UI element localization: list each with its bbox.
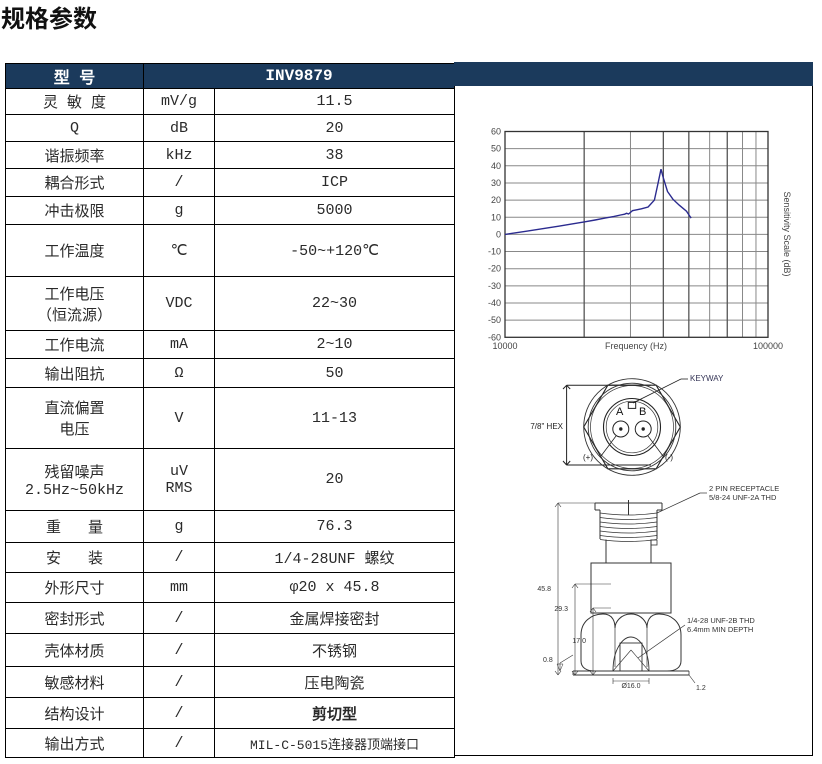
svg-text:6.4mm MIN DEPTH: 6.4mm MIN DEPTH <box>687 625 753 634</box>
svg-text:Frequency (Hz): Frequency (Hz) <box>605 341 667 351</box>
svg-text:2 PIN RECEPTACLE: 2 PIN RECEPTACLE <box>709 484 779 493</box>
svg-text:30: 30 <box>491 178 501 188</box>
svg-text:20: 20 <box>491 195 501 205</box>
svg-text:1/4-28 UNF-2B THD: 1/4-28 UNF-2B THD <box>687 616 755 625</box>
svg-text:29.3: 29.3 <box>554 606 568 613</box>
svg-text:B: B <box>639 406 646 418</box>
svg-text:45.8: 45.8 <box>537 586 551 593</box>
svg-text:-50: -50 <box>488 315 501 325</box>
svg-text:(-): (-) <box>665 453 673 462</box>
svg-text:40: 40 <box>491 161 501 171</box>
svg-text:A: A <box>616 406 624 418</box>
svg-text:10000: 10000 <box>492 341 517 351</box>
svg-text:-40: -40 <box>488 298 501 308</box>
svg-text:7/8" HEX: 7/8" HEX <box>530 422 563 431</box>
svg-text:KEYWAY: KEYWAY <box>690 374 724 383</box>
svg-text:100000: 100000 <box>753 341 783 351</box>
svg-text:Sensitivity Scale (dB): Sensitivity Scale (dB) <box>782 191 792 276</box>
svg-text:(+): (+) <box>583 453 593 462</box>
svg-text:10: 10 <box>491 212 501 222</box>
svg-text:60: 60 <box>491 127 501 137</box>
svg-text:-20: -20 <box>488 264 501 274</box>
svg-text:0.8: 0.8 <box>543 657 553 664</box>
svg-text:17.0: 17.0 <box>572 638 586 645</box>
svg-text:1.2: 1.2 <box>696 685 706 692</box>
svg-text:Ø16.0: Ø16.0 <box>621 683 640 690</box>
svg-text:0: 0 <box>496 229 501 239</box>
svg-text:-30: -30 <box>488 281 501 291</box>
svg-text:-10: -10 <box>488 247 501 257</box>
svg-text:50: 50 <box>491 144 501 154</box>
svg-text:5/8-24 UNF-2A THD: 5/8-24 UNF-2A THD <box>709 493 777 502</box>
